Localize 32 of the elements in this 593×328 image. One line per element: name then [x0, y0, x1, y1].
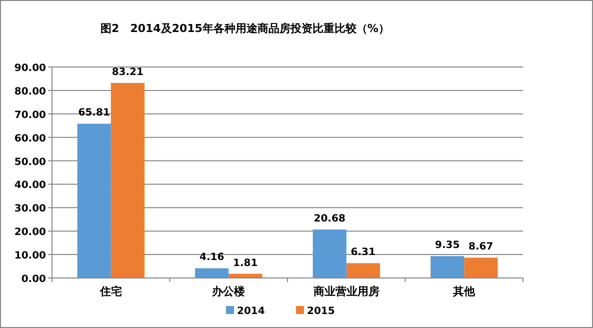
- y-tick-label: 70.00: [14, 110, 46, 121]
- bar: [110, 82, 144, 278]
- y-tick-label: 40.00: [14, 180, 46, 192]
- bar: [195, 268, 229, 278]
- bar: [77, 124, 111, 278]
- data-label: 8.67: [468, 242, 494, 253]
- y-tick-label: 80.00: [14, 86, 46, 98]
- data-label: 20.68: [314, 214, 346, 225]
- bar: [312, 230, 346, 278]
- y-tick-label: 0.00: [21, 274, 46, 285]
- data-label: 1.81: [233, 258, 258, 269]
- legend-label: 2015: [307, 306, 335, 317]
- legend-label: 2014: [237, 306, 265, 317]
- data-label: 83.21: [112, 66, 144, 78]
- x-tick-label: 住宅: [98, 285, 122, 298]
- x-tick-label: 商业营业用房: [312, 285, 380, 298]
- bar: [346, 263, 380, 278]
- data-label: 4.16: [200, 252, 224, 264]
- x-tick-label: 其他: [452, 285, 476, 298]
- y-tick-label: 20.00: [14, 227, 46, 238]
- y-tick-label: 50.00: [14, 156, 46, 168]
- chart-title: 图2 2014及2015年各种用途商品房投资比重比较（%）: [100, 22, 390, 35]
- y-tick-label: 90.00: [14, 63, 46, 74]
- bar: [430, 256, 464, 278]
- data-label: 9.35: [435, 240, 460, 252]
- x-tick-label: 办公楼: [211, 285, 246, 298]
- data-label: 65.81: [78, 108, 110, 119]
- y-tick-label: 30.00: [14, 204, 46, 215]
- data-label: 6.31: [350, 247, 376, 258]
- y-tick-label: 60.00: [14, 133, 46, 144]
- bar: [464, 258, 498, 278]
- y-tick-label: 10.00: [14, 250, 46, 262]
